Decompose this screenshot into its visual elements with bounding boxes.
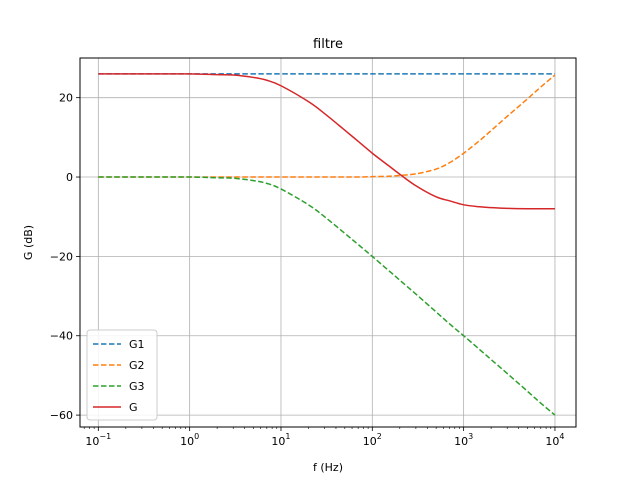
x-tick-label: 102: [363, 432, 382, 448]
y-axis-label: G (dB): [22, 225, 35, 260]
y-tick-label: −20: [50, 250, 73, 263]
legend-label-g1: G1: [129, 338, 145, 351]
legend-label-g3: G3: [129, 380, 145, 393]
x-tick-label: 103: [454, 432, 473, 448]
legend-label-g: G: [129, 401, 138, 414]
series-line-g: [98, 73, 555, 210]
legend-box: [86, 329, 158, 421]
axis-ticks: 10−1 100 101 102 103 104 20 0 −20 −40 −60: [50, 92, 565, 448]
x-axis-label: f (Hz): [313, 461, 343, 474]
plot-lines: [98, 73, 556, 416]
chart-title: filtre: [313, 37, 343, 52]
series-line-g2: [98, 74, 556, 178]
y-tick-label: −40: [50, 330, 73, 343]
y-tick-label: 0: [66, 171, 73, 184]
series-line-g3: [98, 176, 556, 416]
legend-label-g2: G2: [129, 359, 145, 372]
y-tick-label: −60: [50, 409, 73, 422]
plot-frame: [79, 57, 577, 428]
x-tick-label: 101: [271, 432, 290, 448]
x-tick-label: 10−1: [85, 432, 111, 448]
x-tick-label: 104: [545, 432, 564, 448]
legend: G1 G2 G3 G: [86, 329, 158, 421]
x-tick-label: 100: [180, 432, 199, 448]
y-tick-label: 20: [59, 92, 73, 105]
